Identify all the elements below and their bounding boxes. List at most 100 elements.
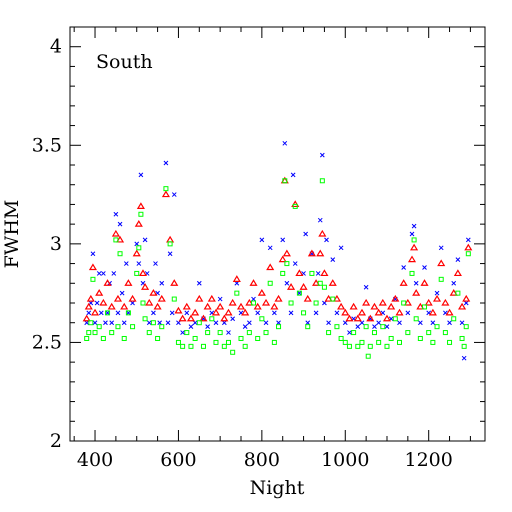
point-triangle — [416, 302, 425, 310]
point-square — [242, 343, 248, 349]
point-square — [330, 296, 336, 302]
point-square — [88, 320, 94, 326]
point-square — [221, 343, 227, 349]
point-cross — [290, 172, 296, 178]
point-triangle — [161, 190, 170, 198]
point-triangle — [82, 314, 91, 322]
point-square — [359, 339, 365, 345]
point-triangle — [236, 302, 246, 310]
point-triangle — [328, 279, 337, 286]
point-triangle — [211, 308, 221, 316]
point-cross — [315, 271, 321, 276]
point-square — [184, 330, 190, 336]
x-tick-label: 600 — [160, 449, 196, 471]
point-square — [459, 335, 465, 341]
point-cross — [205, 324, 210, 330]
point-triangle — [303, 294, 312, 302]
point-square — [130, 324, 136, 330]
point-cross — [103, 320, 108, 326]
point-triangle — [349, 302, 358, 310]
point-triangle — [337, 302, 346, 310]
point-triangle — [220, 314, 229, 322]
point-cross — [105, 310, 110, 316]
point-cross — [217, 296, 223, 302]
point-square — [280, 270, 286, 276]
point-square — [338, 335, 344, 341]
point-triangle — [115, 235, 125, 243]
point-square — [117, 251, 123, 257]
y-tick-label: 3 — [50, 233, 62, 255]
point-cross — [221, 320, 227, 326]
point-cross — [171, 192, 177, 197]
point-triangle — [178, 314, 187, 322]
point-triangle — [403, 298, 412, 306]
point-triangle — [382, 314, 392, 322]
point-triangle — [278, 255, 287, 263]
point-square — [86, 330, 92, 336]
point-triangle — [307, 249, 316, 257]
point-square — [392, 316, 398, 322]
point-square — [259, 316, 265, 322]
point-square — [136, 245, 142, 251]
point-cross — [326, 320, 331, 326]
point-square — [451, 316, 457, 322]
point-square — [267, 280, 273, 286]
point-triangle — [412, 288, 421, 296]
point-square — [317, 280, 323, 286]
point-triangle — [316, 249, 325, 257]
point-triangle — [295, 269, 304, 277]
point-triangle — [103, 279, 112, 286]
point-cross — [465, 237, 471, 243]
point-cross — [459, 320, 465, 326]
point-square — [363, 324, 369, 330]
point-triangle — [138, 269, 148, 277]
point-triangle — [88, 263, 97, 271]
point-triangle — [432, 294, 442, 302]
point-cross — [334, 310, 340, 316]
point-cross — [397, 320, 402, 326]
point-triangle — [458, 302, 467, 310]
y-axis-label: FWHM — [1, 200, 23, 269]
point-cross — [324, 237, 329, 243]
point-cross — [259, 237, 265, 243]
point-square — [461, 343, 467, 349]
point-square — [271, 339, 277, 345]
point-cross — [121, 320, 127, 326]
point-triangle — [253, 302, 262, 310]
point-cross — [359, 320, 365, 326]
point-triangle — [286, 283, 296, 290]
point-square — [84, 335, 90, 341]
point-cross — [111, 271, 117, 276]
point-triangle — [124, 279, 133, 286]
point-square — [355, 343, 361, 349]
point-square — [413, 316, 419, 322]
point-square — [388, 335, 394, 341]
point-cross — [159, 280, 165, 286]
point-cross — [151, 310, 156, 316]
point-triangle — [199, 314, 208, 322]
point-triangle — [266, 263, 275, 271]
point-cross — [401, 265, 407, 270]
point-square — [465, 251, 471, 257]
point-cross — [280, 237, 286, 243]
point-cross — [226, 330, 231, 335]
point-triangle — [282, 249, 291, 257]
point-triangle — [437, 259, 446, 267]
point-cross — [376, 320, 381, 326]
point-cross — [242, 324, 248, 330]
x-tick-label: 1000 — [321, 449, 369, 471]
point-cross — [461, 355, 467, 361]
point-triangle — [320, 269, 329, 277]
point-square — [115, 324, 121, 330]
point-square — [305, 324, 311, 330]
point-triangle — [224, 308, 233, 316]
point-cross — [430, 320, 436, 326]
point-cross — [372, 324, 377, 330]
point-square — [367, 343, 373, 349]
point-square — [296, 290, 302, 296]
point-square — [255, 335, 261, 341]
point-cross — [409, 231, 415, 237]
point-triangle — [111, 229, 120, 237]
point-square — [309, 270, 315, 276]
point-square — [140, 300, 146, 306]
